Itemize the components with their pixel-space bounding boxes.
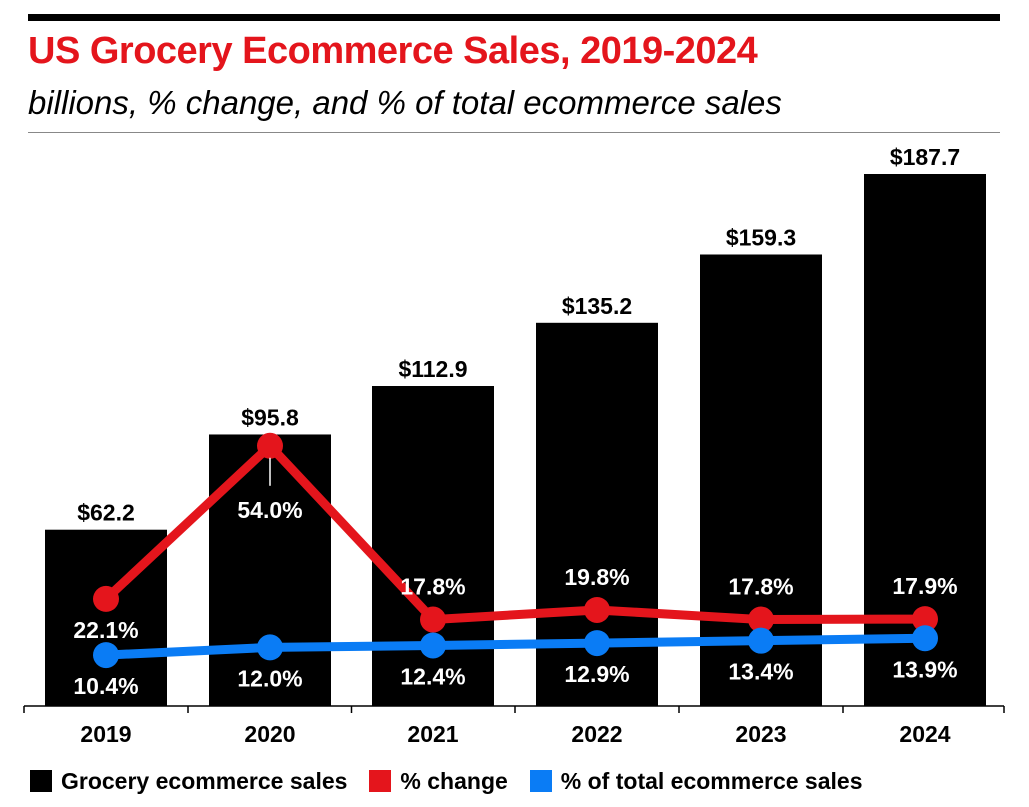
pct-change-label-2021: 17.8% <box>400 574 465 600</box>
bar-value-label-2020: $95.8 <box>241 404 299 430</box>
pct-share-point-2024 <box>912 625 938 652</box>
x-tick-label-2019: 2019 <box>80 721 131 747</box>
pct-share-point-2022 <box>584 630 610 657</box>
chart-legend: Grocery ecommerce sales % change % of to… <box>30 766 884 796</box>
x-tick-label-2020: 2020 <box>244 721 295 747</box>
pct-change-label-2020: 54.0% <box>237 497 302 523</box>
pct-change-label-2024: 17.9% <box>892 573 957 599</box>
pct-share-label-2023: 13.4% <box>728 659 793 685</box>
x-tick-label-2021: 2021 <box>407 721 458 747</box>
chart-title: US Grocery Ecommerce Sales, 2019-2024 <box>28 30 758 72</box>
legend-swatch-change <box>369 770 392 792</box>
pct-share-label-2022: 12.9% <box>564 661 629 687</box>
bar-value-label-2023: $159.3 <box>726 224 796 250</box>
pct-change-point-2024 <box>912 606 938 633</box>
bar-value-label-2021: $112.9 <box>398 356 467 382</box>
pct-share-label-2021: 12.4% <box>400 663 465 689</box>
bar-value-label-2024: $187.7 <box>890 144 960 170</box>
pct-change-point-2019 <box>93 585 119 612</box>
x-tick-label-2024: 2024 <box>899 721 950 747</box>
pct-change-label-2019: 22.1% <box>73 617 138 643</box>
pct-change-point-2021 <box>420 606 446 633</box>
pct-share-line <box>101 633 930 660</box>
x-tick-label-2023: 2023 <box>735 721 786 747</box>
chart-subtitle: billions, % change, and % of total ecomm… <box>28 84 782 121</box>
pct-share-point-2020 <box>257 634 283 661</box>
legend-item-sales: Grocery ecommerce sales <box>30 768 347 795</box>
legend-label-sales: Grocery ecommerce sales <box>61 767 348 794</box>
pct-change-point-2022 <box>584 596 610 623</box>
legend-label-change: % change <box>400 767 508 794</box>
pct-share-label-2019: 10.4% <box>73 673 138 699</box>
pct-change-line <box>101 441 930 625</box>
x-tick-label-2022: 2022 <box>571 721 622 747</box>
bar-value-label-2022: $135.2 <box>562 293 632 319</box>
pct-change-point-2023 <box>748 606 774 633</box>
legend-item-change: % change <box>369 767 508 795</box>
pct-change-label-2023: 17.8% <box>728 574 793 600</box>
legend-swatch-share <box>529 770 552 792</box>
pct-share-point-2019 <box>93 642 119 669</box>
legend-label-share: % of total ecommerce sales <box>560 767 863 794</box>
pct-share-label-2020: 12.0% <box>237 665 302 691</box>
top-rule <box>28 14 1000 21</box>
bar-value-label-2019: $62.2 <box>77 500 135 526</box>
pct-share-point-2021 <box>420 632 446 659</box>
legend-item-share: % of total ecommerce sales <box>529 767 863 795</box>
pct-change-label-2022: 19.8% <box>564 564 629 590</box>
legend-swatch-sales <box>30 770 52 792</box>
pct-share-label-2024: 13.9% <box>892 656 957 682</box>
subtitle-rule <box>28 132 1000 133</box>
pct-change-point-2020 <box>257 432 283 459</box>
pct-share-point-2023 <box>748 627 774 654</box>
